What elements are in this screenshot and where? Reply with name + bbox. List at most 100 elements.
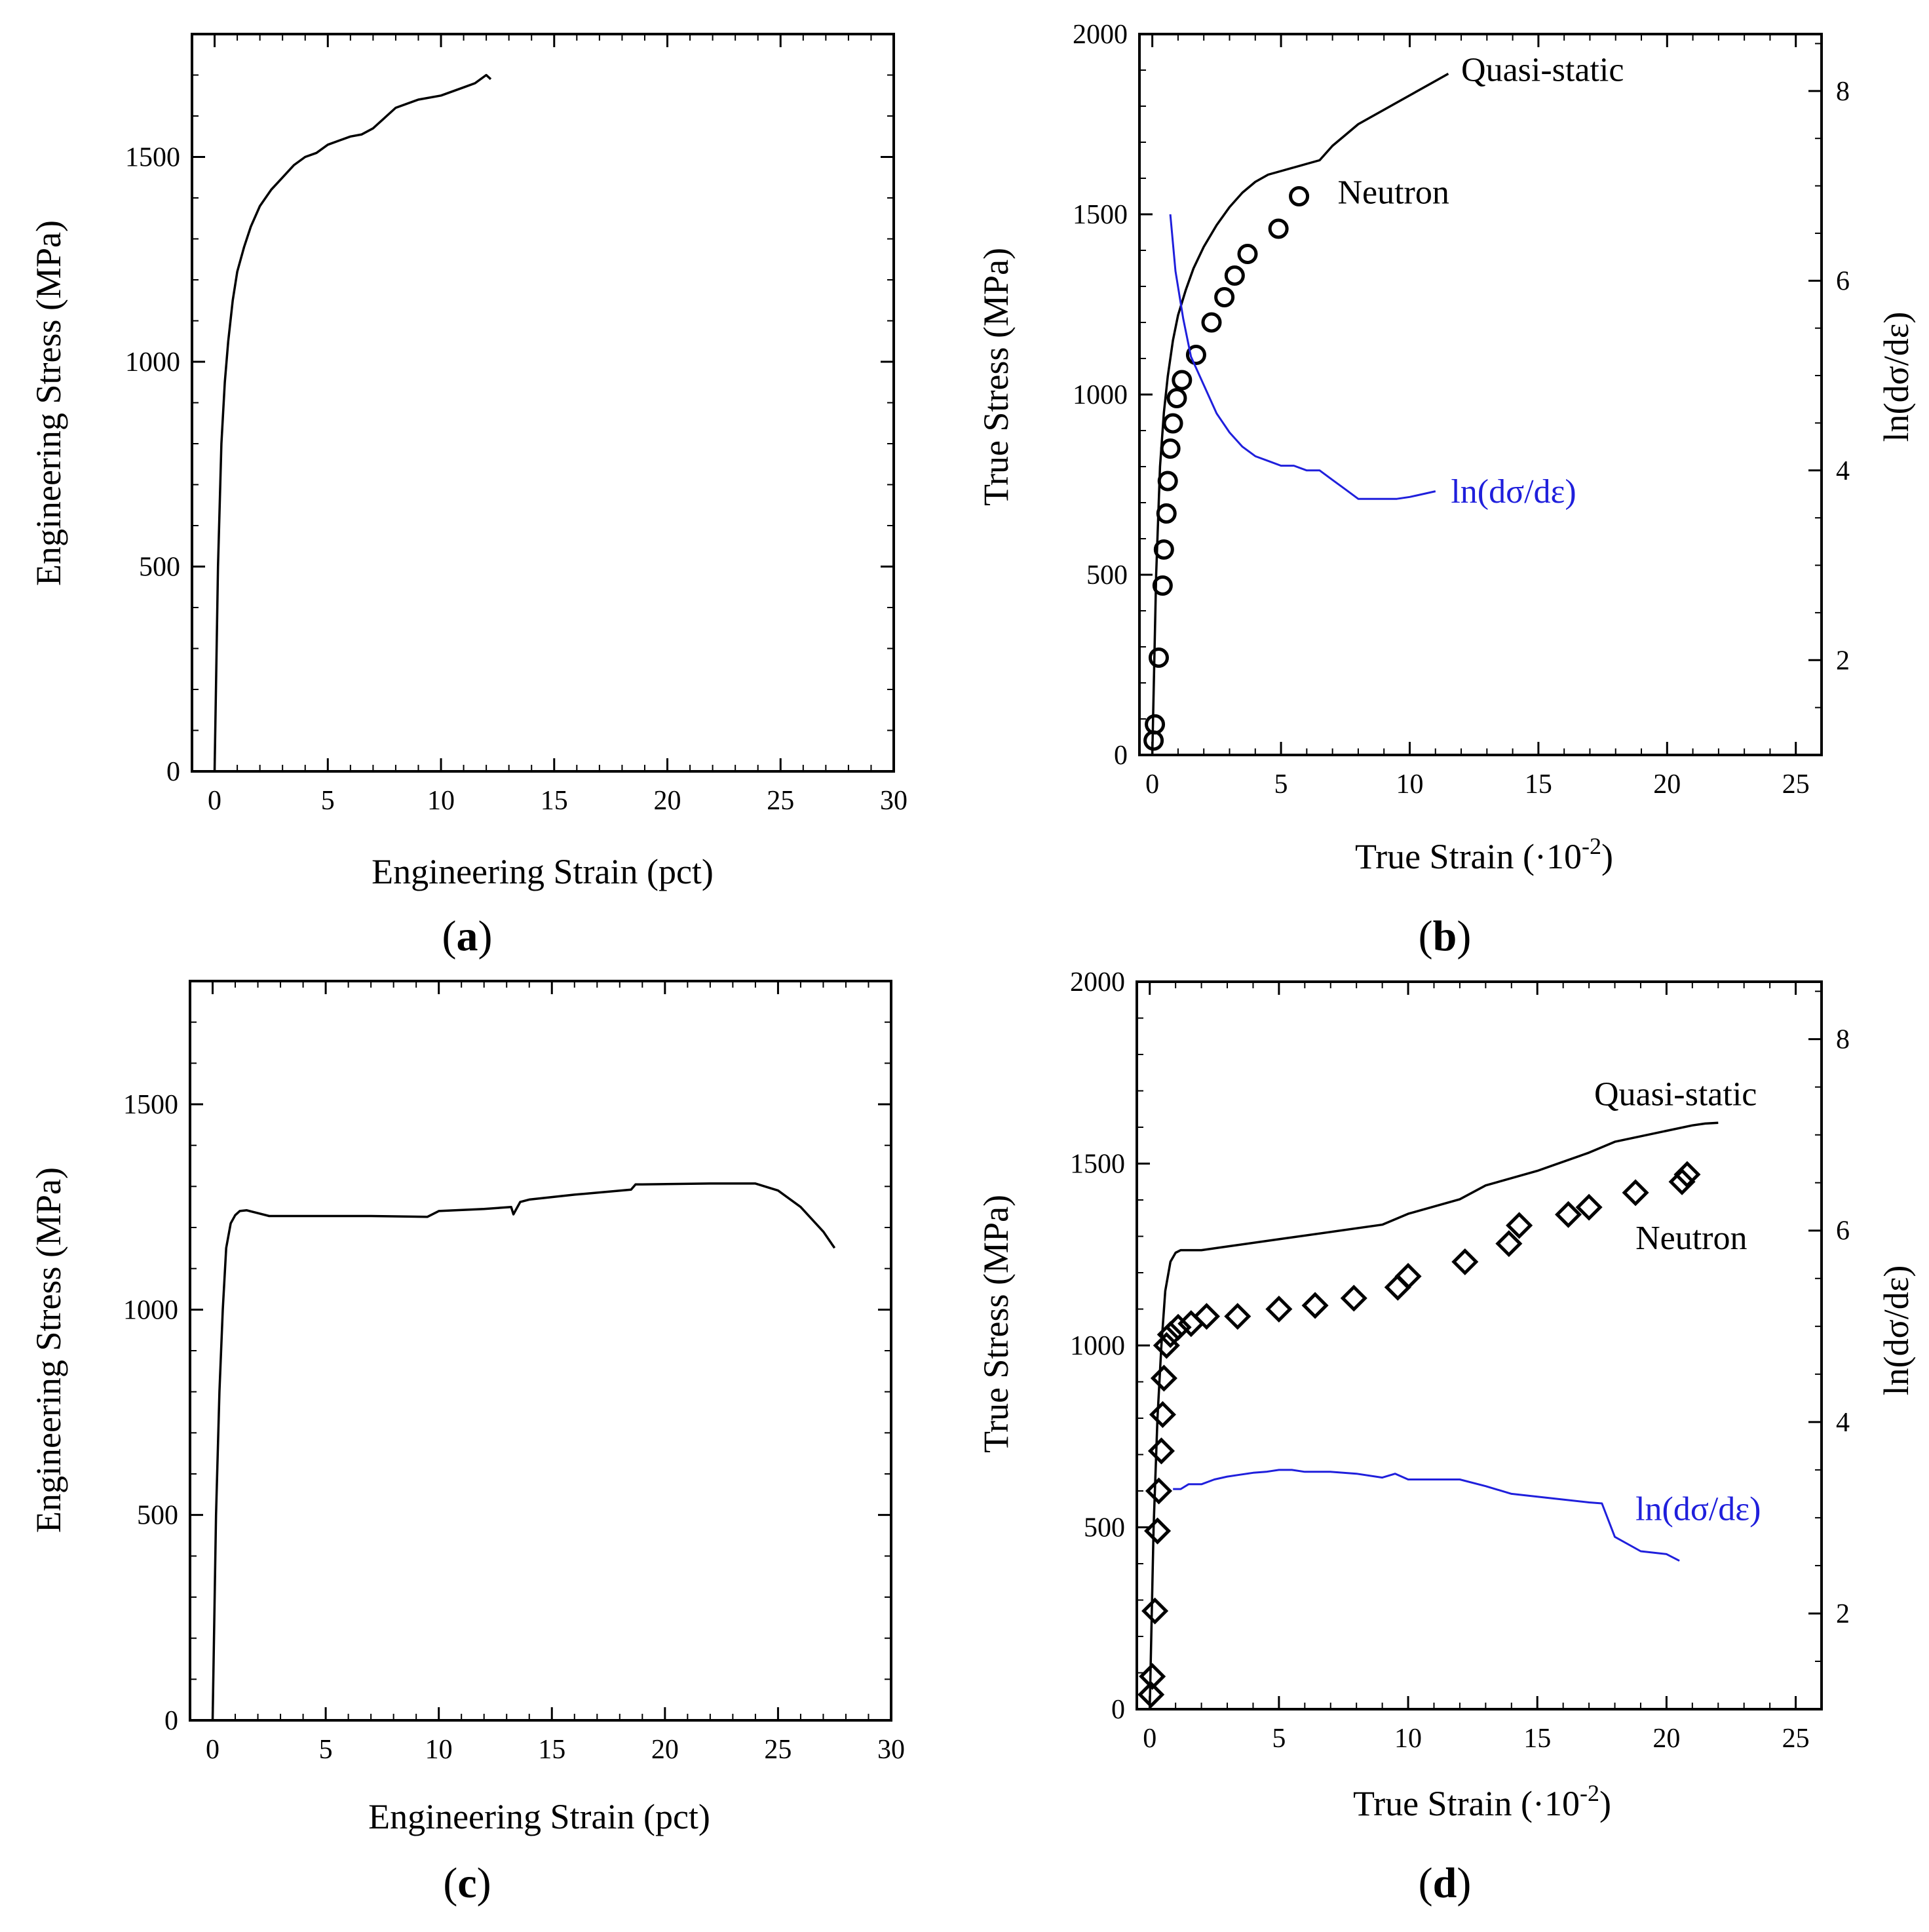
- y-tick-label: 1000: [1073, 380, 1128, 410]
- neutron-point: [1160, 438, 1181, 459]
- neutron-point: [1156, 503, 1177, 524]
- quasi-static-line: [211, 1182, 836, 1721]
- annotation-label: ln(dσ/dε): [1451, 473, 1576, 511]
- y-tick-label: 500: [139, 552, 180, 583]
- y-tick-label: 1500: [1073, 200, 1128, 230]
- series-layer: [213, 73, 492, 772]
- neutron-point: [1148, 647, 1169, 668]
- neutron-point: [1145, 1477, 1173, 1505]
- paren-close: ): [1457, 912, 1471, 960]
- neutron-point: [1157, 471, 1178, 492]
- neutron-point: [1506, 1212, 1533, 1239]
- plot-frame: [189, 980, 892, 1722]
- y-tick-label: 1000: [1070, 1331, 1125, 1361]
- y-tick-label: 1000: [125, 347, 180, 377]
- neutron-point: [1451, 1248, 1479, 1275]
- y-tick-label: 1000: [123, 1295, 178, 1325]
- neutron-point: [1289, 186, 1310, 206]
- neutron-point: [1152, 575, 1173, 596]
- neutron-point: [1139, 1663, 1166, 1690]
- y2-ticks: 2 4 6 8: [1808, 990, 1850, 1662]
- neutron-point: [1224, 265, 1245, 286]
- neutron-point: [1162, 413, 1183, 434]
- plot-frame: [1138, 33, 1823, 756]
- neutron-point: [1575, 1193, 1603, 1221]
- x-tick-label: 25: [1782, 1724, 1810, 1754]
- neutron-point: [1193, 1303, 1221, 1330]
- paren-close: ): [1457, 1859, 1471, 1907]
- annotation-label: Neutron: [1635, 1220, 1747, 1257]
- y2-tick-label: 8: [1836, 77, 1850, 107]
- series-layer: [1143, 72, 1449, 756]
- x-tick-label: 0: [206, 1735, 220, 1765]
- y-tick-label: 500: [137, 1501, 178, 1531]
- neutron-point: [1301, 1292, 1329, 1319]
- x-tick-label: 20: [651, 1735, 679, 1765]
- panel-label: (a): [442, 912, 493, 960]
- y2-tick-label: 2: [1836, 646, 1850, 676]
- x-tick-label: 20: [1652, 1724, 1680, 1754]
- y-tick-label: 500: [1084, 1513, 1125, 1543]
- y-tick-label: 2000: [1070, 967, 1125, 997]
- x-tick-label: 0: [1145, 769, 1159, 800]
- annotations: Quasi-static Neutron ln(dσ/dε): [1594, 1076, 1761, 1528]
- paren-open: (: [443, 1859, 457, 1907]
- y-tick-label: 0: [164, 1706, 178, 1736]
- x-tick-label: 10: [427, 786, 455, 816]
- neutron-point: [1394, 1263, 1422, 1290]
- neutron-point: [1145, 714, 1166, 735]
- x-tick-label: 15: [541, 786, 568, 816]
- x-ticks: 0 5 10 15 20 25: [1145, 34, 1810, 800]
- neutron-point: [1201, 312, 1222, 333]
- x-ticks: 0 5 10 15 20 25 30: [206, 981, 905, 1765]
- y-ticks: 0 500 1000 1500 2000: [1070, 967, 1150, 1725]
- y-tick-label: 1500: [123, 1090, 178, 1120]
- y-ticks: 0 500 1000 1500 2000: [1073, 20, 1153, 771]
- y-tick-label: 1500: [125, 143, 180, 173]
- y-axis-label: True Stress (MPa): [976, 1195, 1016, 1453]
- neutron-point: [1668, 1168, 1696, 1195]
- annotation-label: ln(dσ/dε): [1635, 1490, 1761, 1528]
- x-tick-label: 25: [764, 1735, 792, 1765]
- paren-close: ): [478, 912, 493, 960]
- neutron-point: [1340, 1285, 1367, 1312]
- neutron-point: [1147, 1437, 1175, 1465]
- x-tick-label: 20: [1653, 769, 1681, 800]
- y2-axis-label: ln(dσ/dε): [1877, 312, 1916, 442]
- panel-letter: a: [457, 912, 478, 960]
- plot-frame: [191, 33, 895, 773]
- x-tick-label: 25: [1782, 769, 1810, 800]
- y2-tick-label: 4: [1836, 1408, 1850, 1438]
- paren-open: (: [1419, 912, 1433, 960]
- neutron-point: [1214, 287, 1235, 307]
- y-tick-label: 2000: [1073, 20, 1128, 50]
- neutron-point: [1622, 1179, 1649, 1207]
- y-tick-label: 0: [1114, 741, 1128, 771]
- annotations: Quasi-static Neutron ln(dσ/dε): [1337, 52, 1624, 511]
- x-tick-label: 15: [1523, 1724, 1551, 1754]
- neutron-point: [1555, 1201, 1582, 1228]
- x-label-main: True Strain (·10: [1353, 1784, 1580, 1823]
- x-label-end: ): [1601, 837, 1613, 876]
- series-layer: [211, 1182, 836, 1721]
- y2-tick-label: 4: [1836, 456, 1850, 486]
- x-axis-label: True Strain (·10-2): [1355, 833, 1613, 876]
- y2-tick-label: 6: [1836, 1216, 1850, 1246]
- y-tick-label: 500: [1086, 560, 1128, 590]
- annotation-label: Quasi-static: [1594, 1076, 1757, 1113]
- neutron-point: [1166, 388, 1187, 408]
- x-tick-label: 0: [1143, 1724, 1156, 1754]
- paren-open: (: [1419, 1859, 1433, 1907]
- y-axis-label: Engineering Stress (MPa): [29, 220, 68, 586]
- paren-close: ): [477, 1859, 491, 1907]
- panel-label: (b): [1419, 912, 1472, 960]
- x-tick-label: 15: [538, 1735, 565, 1765]
- neutron-point: [1141, 1597, 1169, 1625]
- y2-ticks: 2 4 6 8: [1808, 43, 1850, 708]
- neutron-point: [1224, 1303, 1251, 1330]
- x-tick-label: 10: [1396, 769, 1423, 800]
- x-label-main: True Strain (·10: [1355, 837, 1582, 876]
- x-tick-label: 15: [1525, 769, 1552, 800]
- panel-letter: d: [1433, 1859, 1457, 1907]
